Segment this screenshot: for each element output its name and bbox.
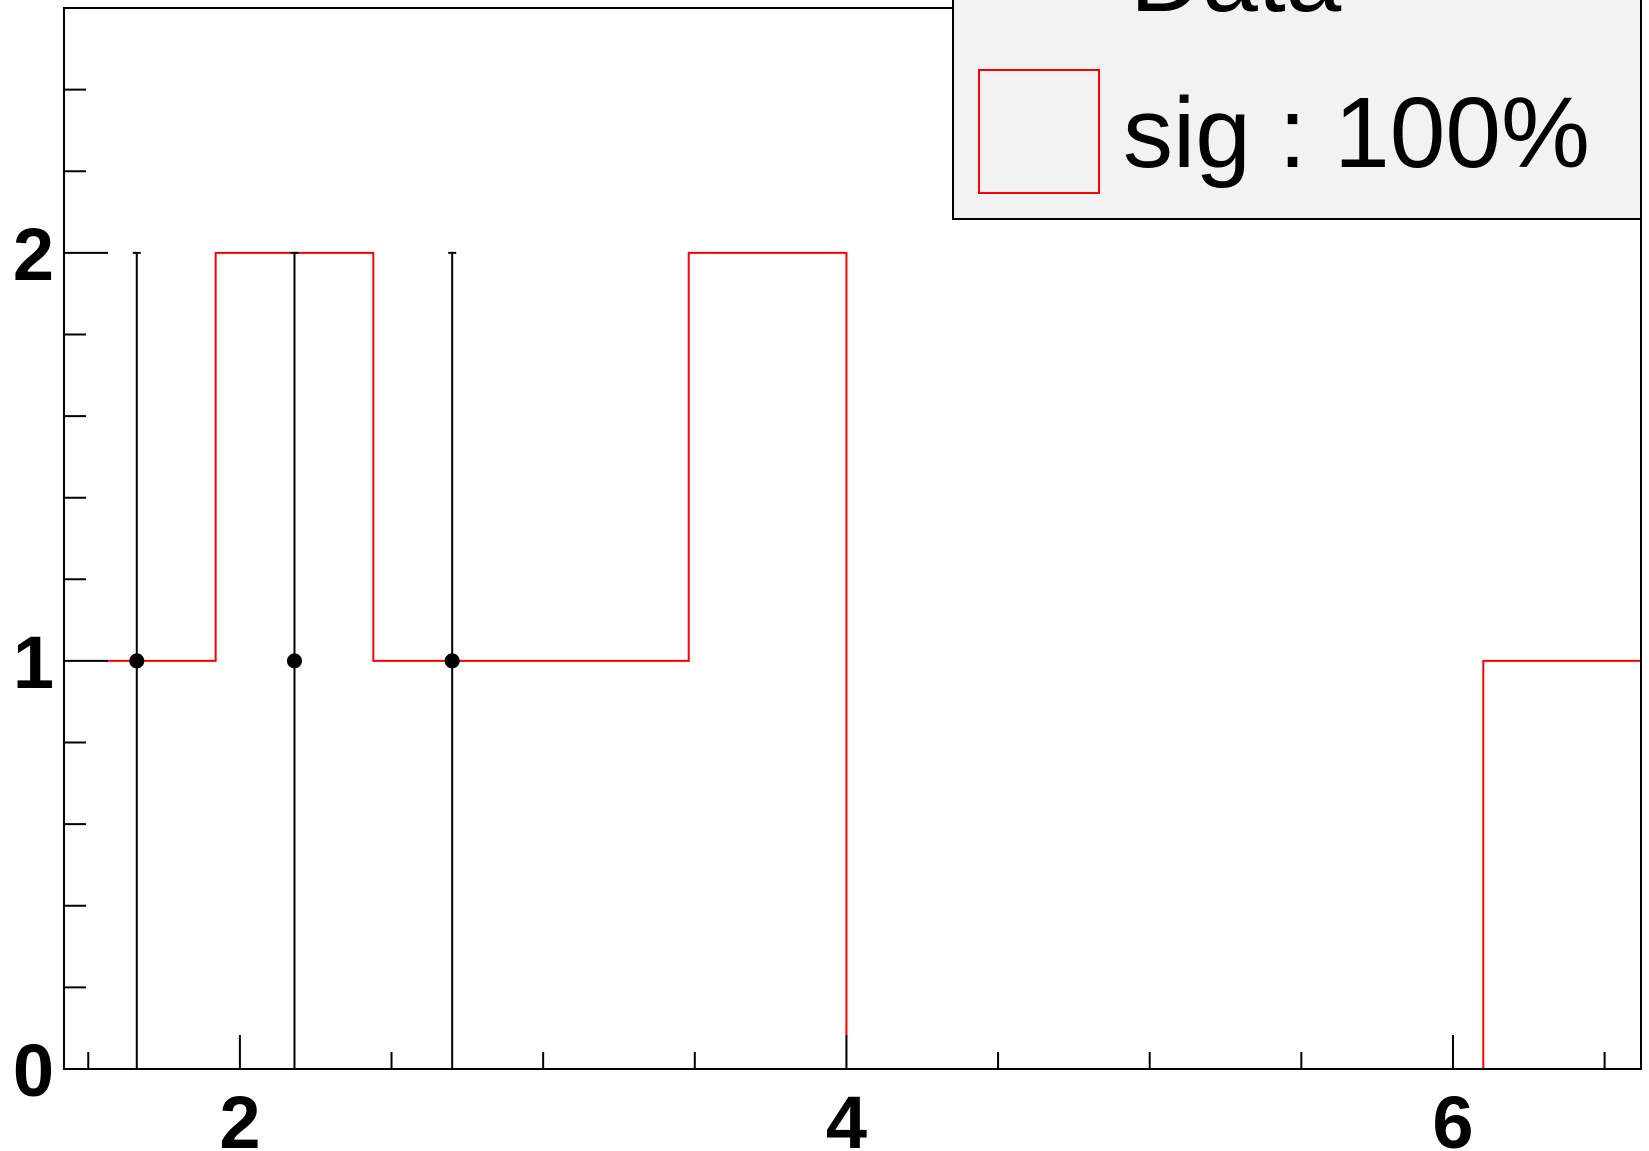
x-tick-label: 2 [219, 1081, 260, 1151]
legend-label-data: Data [1130, 0, 1342, 33]
x-tick-label: 4 [826, 1081, 867, 1151]
data-point [129, 653, 145, 669]
legend-box [952, 0, 1642, 220]
x-tick-label: 6 [1432, 1081, 1473, 1151]
y-tick-label: 1 [13, 621, 54, 704]
data-point [444, 653, 460, 669]
legend-swatch-signal [978, 69, 1100, 194]
data-point [286, 653, 302, 669]
y-tick-label: 2 [13, 213, 54, 296]
plot-frame [63, 7, 1642, 1070]
y-tick-label: 0 [13, 1029, 54, 1112]
axes-layer: 0 1 2 2 4 6 [13, 7, 1642, 1151]
legend: Data sig : 100% [952, 0, 1642, 220]
legend-label-signal: sig : 100% [1123, 77, 1590, 189]
